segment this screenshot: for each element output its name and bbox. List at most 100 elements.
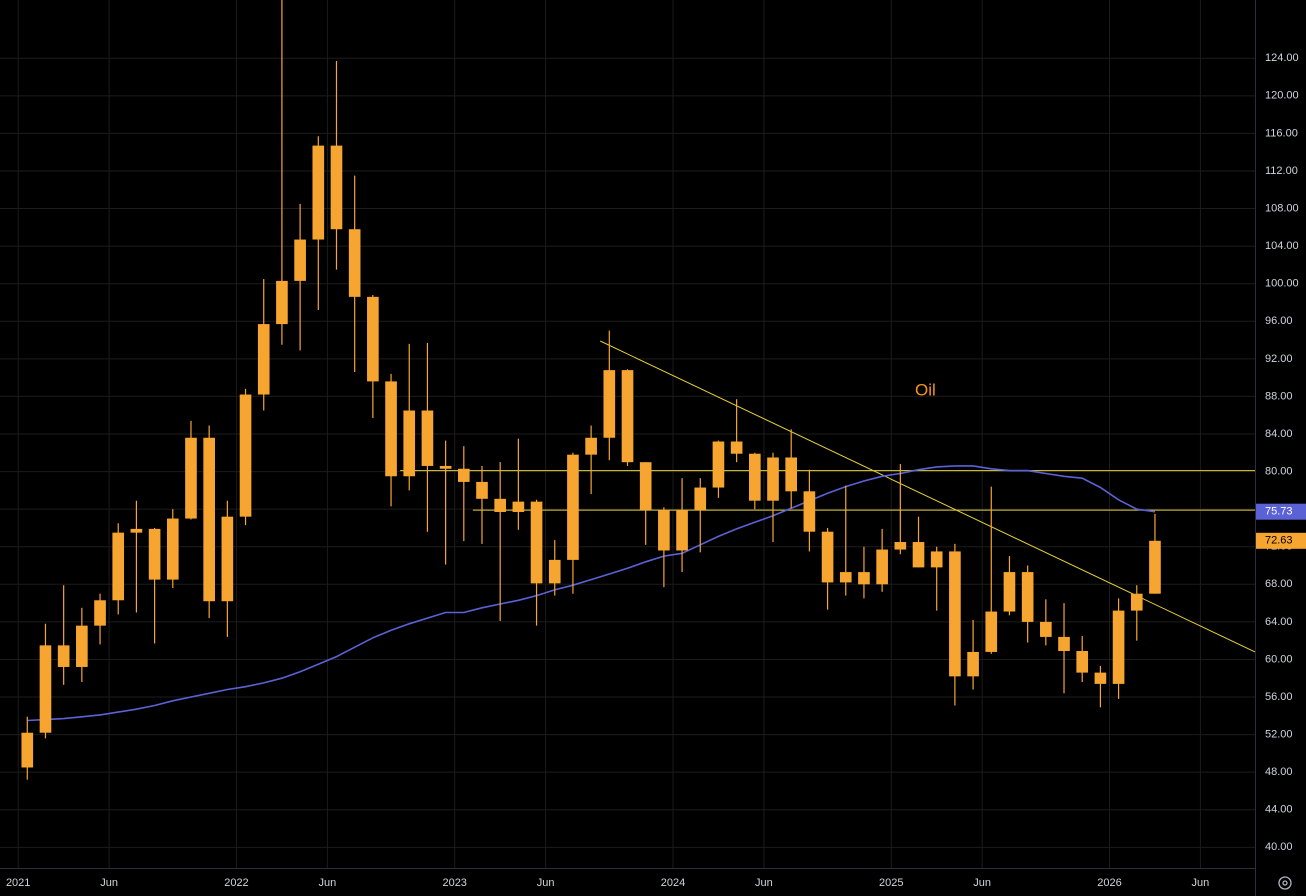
- y-tick-label: 52.00: [1265, 729, 1293, 741]
- candle-body: [785, 457, 798, 492]
- trendline: [600, 340, 1255, 653]
- candle-body: [294, 239, 306, 281]
- y-tick-label: 56.00: [1265, 691, 1293, 703]
- candle-body: [639, 462, 652, 511]
- y-tick-label: 92.00: [1265, 353, 1293, 365]
- candle-body: [912, 542, 925, 568]
- candle-body: [1094, 672, 1107, 684]
- candle-body: [1112, 610, 1125, 684]
- y-tick-label: 44.00: [1265, 804, 1293, 816]
- y-tick-label: 84.00: [1265, 428, 1293, 440]
- candle-body: [985, 611, 998, 652]
- y-tick-label: 104.00: [1265, 240, 1299, 252]
- candle-body: [185, 437, 197, 519]
- moving-average: [27, 465, 1156, 722]
- candle-body: [330, 145, 343, 230]
- candle-body: [949, 551, 961, 677]
- price-badge-label: 72.63: [1265, 535, 1293, 547]
- candle-body: [367, 296, 379, 382]
- x-tick-label: Jun: [537, 877, 555, 889]
- candle-body: [239, 394, 252, 517]
- candle-body: [767, 457, 779, 501]
- y-tick-label: 124.00: [1265, 52, 1299, 64]
- candle-body: [530, 501, 543, 584]
- price-badge: [1256, 532, 1306, 549]
- candle-body: [276, 280, 288, 325]
- y-tick-label: 96.00: [1265, 315, 1293, 327]
- candle-body: [658, 510, 670, 551]
- candle-body: [894, 542, 907, 550]
- candle-body: [730, 441, 743, 454]
- candle-body: [312, 145, 325, 240]
- candle-body: [694, 487, 707, 511]
- candle-body: [1076, 651, 1089, 673]
- candle-body: [1021, 572, 1034, 622]
- y-tick-label: 64.00: [1265, 616, 1293, 628]
- candle-body: [439, 465, 452, 469]
- x-tick-label: 2024: [661, 877, 685, 889]
- candle-body: [421, 410, 434, 466]
- candle-body: [839, 572, 852, 583]
- x-tick-label: 2022: [224, 877, 248, 889]
- axes: 40.00 44.00 48.00 52.00 56.00 60.00 64.00 68.00…: [6, 52, 1306, 889]
- y-tick-label: 80.00: [1265, 465, 1293, 477]
- x-tick-label: Jun: [973, 877, 991, 889]
- candle-body: [166, 518, 179, 580]
- candle-body: [457, 468, 470, 482]
- y-tick-label: 116.00: [1265, 127, 1298, 139]
- settings-icon[interactable]: [1278, 876, 1292, 890]
- candle-body: [603, 370, 616, 438]
- candle-body: [39, 645, 52, 733]
- candle-body: [858, 572, 870, 585]
- y-tick-label: 48.00: [1265, 766, 1293, 778]
- candle-body: [567, 454, 579, 560]
- candle-body: [21, 732, 34, 768]
- candle-body: [403, 410, 416, 477]
- settings-icon-core: [1282, 880, 1288, 886]
- price-badge-label: 75.73: [1265, 506, 1293, 518]
- candle-body: [385, 381, 397, 477]
- y-tick-label: 108.00: [1265, 202, 1299, 214]
- x-tick-label: Jun: [755, 877, 773, 889]
- candle-body: [548, 559, 561, 584]
- candle-body: [803, 491, 816, 532]
- price-badge: [1256, 503, 1306, 520]
- y-tick-label: 88.00: [1265, 390, 1293, 402]
- y-tick-label: 120.00: [1265, 90, 1299, 102]
- x-tick-label: 2025: [879, 877, 903, 889]
- candle-body: [512, 501, 525, 512]
- candle-body: [1058, 636, 1070, 651]
- candle-body: [967, 651, 979, 677]
- x-tick-label: 2021: [6, 877, 30, 889]
- candle-body: [476, 481, 488, 499]
- x-tick-label: 2026: [1097, 877, 1121, 889]
- candle-body: [57, 645, 70, 667]
- x-tick-label: Jun: [319, 877, 337, 889]
- candle-body: [1003, 572, 1016, 612]
- candle-body: [585, 437, 597, 455]
- x-tick-label: Jun: [100, 877, 118, 889]
- plot-area: [21, 0, 1255, 780]
- candle-body: [76, 625, 88, 667]
- candle-body: [748, 453, 761, 501]
- candle-body: [821, 531, 834, 583]
- y-tick-label: 112.00: [1265, 165, 1298, 177]
- candle-body: [94, 600, 106, 626]
- candle-body: [930, 551, 943, 568]
- candle-body: [1130, 593, 1143, 611]
- candle-body: [876, 549, 888, 585]
- y-tick-label: 100.00: [1265, 278, 1299, 290]
- candle-body: [348, 229, 361, 297]
- candle-body: [676, 510, 688, 551]
- candle-body: [203, 437, 215, 602]
- candle-body: [494, 498, 507, 512]
- candle-body: [1040, 621, 1052, 637]
- x-tick-label: Jun: [1192, 877, 1210, 889]
- candle-body: [112, 532, 125, 601]
- candle-body: [621, 370, 634, 463]
- y-tick-label: 40.00: [1265, 841, 1293, 853]
- candle-body: [221, 516, 234, 602]
